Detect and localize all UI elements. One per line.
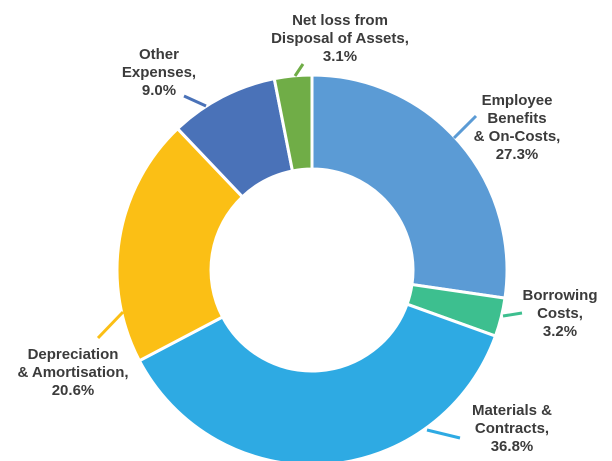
leader-line-materials-contracts	[426, 428, 461, 440]
slice-materials-contracts	[137, 302, 498, 461]
leader-line-other-expenses	[183, 94, 207, 108]
label-depreciation-amortisation: Depreciation & Amortisation, 20.6%	[17, 346, 129, 399]
label-net-loss-disposal: Net loss from Disposal of Assets, 3.1%	[271, 12, 409, 65]
leader-line-employee-benefits	[452, 114, 478, 140]
leader-line-net-loss-disposal	[293, 63, 305, 77]
label-employee-benefits: Employee Benefits & On-Costs, 27.3%	[473, 92, 561, 163]
label-borrowing-costs: Borrowing Costs, 3.2%	[522, 287, 598, 340]
slice-employee-benefits	[310, 73, 509, 300]
slice-net-loss-disposal	[272, 73, 314, 173]
slice-depreciation-amortisation	[115, 126, 245, 363]
leader-line-borrowing-costs	[502, 311, 523, 318]
leader-line-depreciation-amortisation	[96, 310, 125, 340]
label-other-expenses: Other Expenses, 9.0%	[121, 46, 197, 99]
label-materials-contracts: Materials & Contracts, 36.8%	[471, 402, 553, 455]
